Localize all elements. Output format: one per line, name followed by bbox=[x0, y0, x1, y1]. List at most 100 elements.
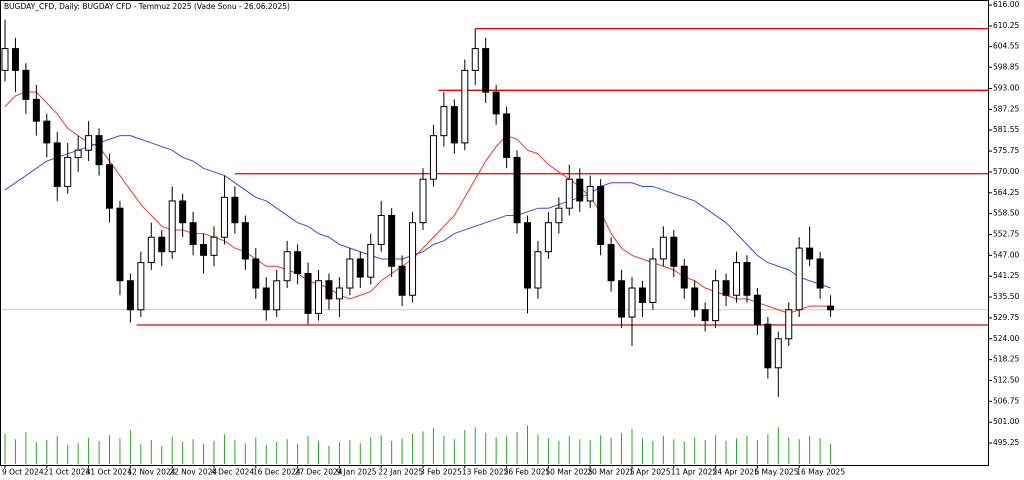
candle-body bbox=[147, 236, 155, 264]
candle-body bbox=[74, 149, 82, 158]
candle-body bbox=[576, 178, 584, 202]
x-tick-label: 21 Oct 2024 bbox=[44, 468, 91, 477]
candle-body bbox=[680, 265, 688, 289]
x-tick-label: 22 Jan 2025 bbox=[378, 468, 423, 477]
y-tick-label: 610.25 bbox=[993, 21, 1019, 30]
x-tick-label: 12 Nov 2024 bbox=[127, 468, 175, 477]
candle-body bbox=[116, 207, 124, 282]
candle-body bbox=[670, 236, 678, 267]
y-tick-label: 552.75 bbox=[993, 229, 1019, 238]
candle-body bbox=[85, 135, 93, 151]
candle-body bbox=[252, 258, 260, 289]
x-tick-label: 9 Jan 2025 bbox=[336, 468, 376, 477]
candle-body bbox=[64, 156, 72, 187]
candle-body bbox=[544, 222, 552, 253]
y-tick-label: 501.00 bbox=[993, 417, 1019, 426]
y-tick-label: 541.25 bbox=[993, 271, 1019, 280]
y-tick-label: 598.85 bbox=[993, 62, 1019, 71]
y-tick-label: 616.00 bbox=[993, 0, 1019, 9]
candle-body bbox=[158, 236, 166, 253]
candle-body bbox=[712, 280, 720, 322]
candle-body bbox=[32, 98, 40, 122]
candle-body bbox=[168, 200, 176, 253]
candle-body bbox=[774, 338, 782, 369]
y-tick-label: 564.25 bbox=[993, 188, 1019, 197]
candle-body bbox=[220, 196, 228, 238]
candle-body bbox=[137, 262, 145, 311]
candle-body bbox=[764, 323, 772, 369]
candle-body bbox=[294, 251, 302, 274]
candle-body bbox=[492, 91, 500, 115]
candle-body bbox=[419, 178, 427, 224]
candle-body bbox=[795, 247, 803, 311]
y-tick-label: 593.00 bbox=[993, 84, 1019, 93]
x-tick-label: 4 Dec 2024 bbox=[211, 468, 254, 477]
candle-body bbox=[388, 214, 396, 267]
candle-body bbox=[126, 280, 134, 311]
candle-body bbox=[524, 222, 531, 289]
candle-body bbox=[22, 69, 30, 100]
moving-average-line bbox=[4, 135, 831, 289]
candle-body bbox=[325, 280, 333, 300]
candle-body bbox=[346, 258, 354, 289]
y-tick-label: 495.25 bbox=[993, 438, 1019, 447]
x-tick-label: 22 Nov 2024 bbox=[169, 468, 217, 477]
x-tick-label: 27 Dec 2024 bbox=[295, 468, 343, 477]
x-tick-label: 11 Apr 2025 bbox=[671, 468, 718, 477]
candle-body bbox=[806, 247, 814, 260]
candle-body bbox=[597, 185, 605, 245]
candle-body bbox=[231, 196, 239, 224]
candle-body bbox=[753, 294, 761, 325]
candle-body bbox=[53, 142, 61, 187]
x-tick-label: 16 Dec 2024 bbox=[253, 468, 301, 477]
candle-body bbox=[43, 120, 51, 144]
candle-body bbox=[273, 280, 281, 311]
candle-body bbox=[11, 48, 19, 71]
candle-body bbox=[461, 69, 469, 144]
y-tick-label: 558.50 bbox=[993, 209, 1019, 218]
candle-body bbox=[241, 222, 249, 260]
candle-body bbox=[733, 262, 740, 296]
candle-body bbox=[628, 287, 636, 318]
x-tick-label: 20 Mar 2025 bbox=[587, 468, 635, 477]
candle-body bbox=[429, 135, 437, 180]
candle-body bbox=[482, 48, 490, 93]
candle-body bbox=[440, 106, 448, 137]
candle-body bbox=[304, 272, 312, 314]
candle-body bbox=[283, 251, 291, 282]
candle-body bbox=[565, 178, 573, 209]
candle-body bbox=[816, 258, 824, 289]
x-tick-label: 24 Apr 2025 bbox=[713, 468, 760, 477]
candle-body bbox=[638, 287, 646, 304]
y-tick-label: 518.25 bbox=[993, 355, 1019, 364]
y-tick-label: 512.50 bbox=[993, 375, 1019, 384]
candle-body bbox=[262, 287, 270, 311]
y-tick-label: 535.50 bbox=[993, 292, 1019, 301]
candle-body bbox=[367, 243, 375, 278]
x-tick-label: 26 Feb 2025 bbox=[504, 468, 551, 477]
x-tick-label: 10 Mar 2025 bbox=[545, 468, 593, 477]
candle-body bbox=[607, 243, 615, 282]
candle-body bbox=[1, 48, 9, 71]
x-tick-label: 9 Oct 2024 bbox=[2, 468, 44, 477]
candle-body bbox=[649, 258, 657, 304]
candle-body bbox=[586, 185, 594, 202]
candle-body bbox=[534, 251, 542, 289]
candle-body bbox=[335, 287, 343, 300]
x-tick-label: 31 Oct 2024 bbox=[86, 468, 133, 477]
candle-body bbox=[179, 200, 187, 224]
y-tick-label: 529.75 bbox=[993, 313, 1019, 322]
y-tick-label: 547.00 bbox=[993, 250, 1019, 259]
candle-body bbox=[210, 236, 218, 256]
candle-body bbox=[691, 287, 699, 311]
candle-body bbox=[95, 135, 103, 166]
y-tick-label: 587.25 bbox=[993, 104, 1019, 113]
candle-body bbox=[513, 156, 521, 224]
candle-body bbox=[106, 164, 113, 209]
x-tick-label: 13 Feb 2025 bbox=[462, 468, 509, 477]
x-tick-label: 16 May 2025 bbox=[796, 468, 845, 477]
candle-body bbox=[743, 262, 751, 296]
candle-body bbox=[503, 113, 511, 158]
candle-body bbox=[471, 48, 479, 71]
y-tick-label: 581.55 bbox=[993, 125, 1019, 134]
